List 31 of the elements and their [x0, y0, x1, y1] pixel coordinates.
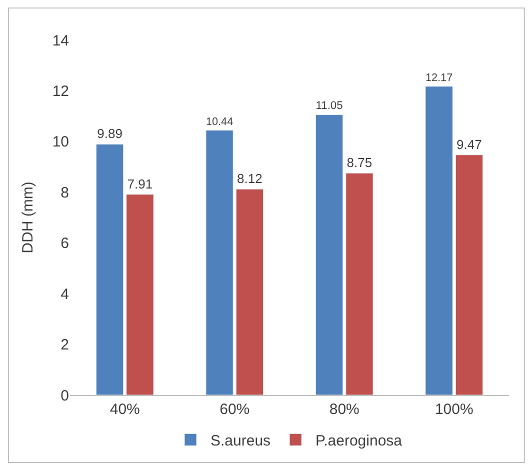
bar [425, 86, 453, 395]
data-label: 9.89 [97, 126, 122, 142]
bar [315, 114, 344, 395]
data-label: 8.12 [237, 171, 262, 186]
y-tick-label: 0 [60, 387, 69, 404]
data-label: 8.75 [346, 155, 372, 170]
y-tick-label: 12 [52, 82, 69, 100]
bar [236, 188, 264, 395]
data-label: 7.91 [127, 176, 153, 192]
y-tick-label: 10 [52, 134, 69, 151]
bar [126, 194, 154, 395]
bar [346, 172, 374, 395]
y-tick-label: 14 [52, 32, 69, 50]
y-tick-label: 4 [60, 286, 69, 303]
y-tick-label: 2 [60, 336, 69, 354]
x-tick-label: 80% [329, 401, 360, 418]
y-tick-label: 8 [60, 184, 69, 202]
x-tick-label: 100% [434, 401, 474, 418]
bar [206, 130, 234, 395]
data-label: 12.17 [425, 72, 453, 84]
data-label: 11.05 [316, 100, 343, 112]
y-axis-title: DDH (mm) [20, 182, 37, 254]
legend-label: S.aureus [210, 432, 271, 450]
bar [96, 144, 124, 395]
data-label: 9.47 [456, 136, 482, 152]
y-tick-label: 6 [60, 235, 69, 252]
data-label: 10.44 [206, 116, 234, 128]
bar [455, 154, 484, 395]
legend-label: P.aeroginosa [316, 432, 403, 450]
x-tick-label: 60% [220, 401, 250, 418]
x-tick-label: 40% [110, 401, 140, 418]
